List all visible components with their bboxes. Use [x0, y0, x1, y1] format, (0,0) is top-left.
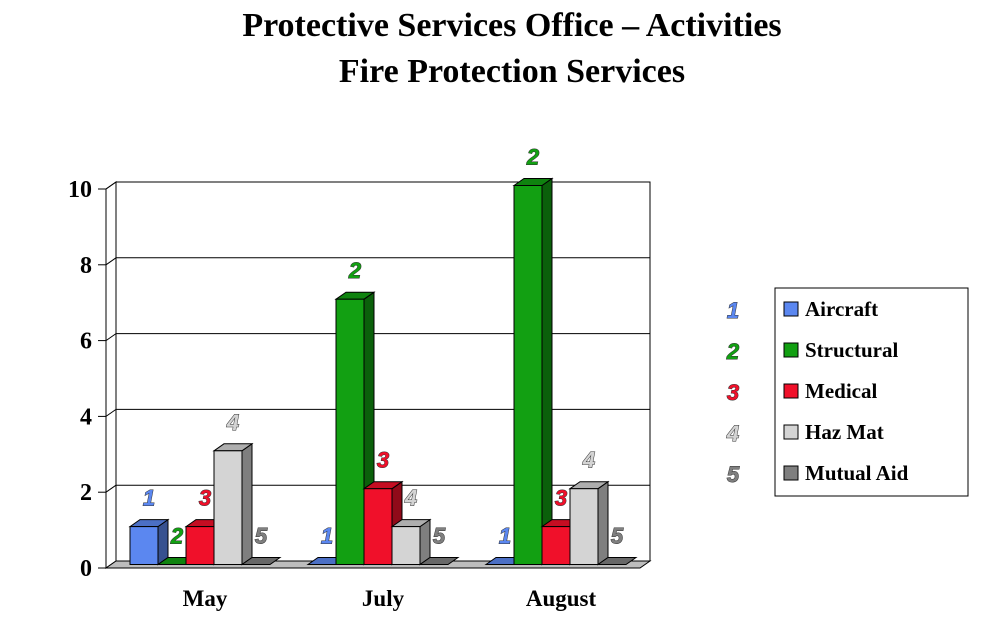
bar-side	[157, 518, 169, 566]
legend-swatch	[783, 342, 799, 358]
bar-aircraft-may	[128, 518, 170, 566]
bar-haz-mat-may	[212, 442, 254, 566]
plot-side-wall	[105, 181, 117, 569]
legend-swatch	[783, 301, 799, 317]
series-number-label: 4	[226, 410, 239, 435]
legend-number: 4	[726, 421, 739, 446]
series-number-label: 3	[199, 486, 211, 511]
bar-front	[391, 526, 421, 565]
series-number-label: 2	[348, 258, 362, 283]
gridline-depth	[105, 408, 117, 417]
legend-label: Aircraft	[805, 297, 878, 321]
bar-structural-august	[512, 177, 554, 566]
gridline-depth	[105, 257, 117, 266]
bar-front	[569, 488, 599, 566]
legend-swatch	[783, 383, 799, 399]
gridline-depth	[105, 484, 117, 493]
legend-number: 3	[727, 380, 739, 405]
bar-side	[541, 177, 553, 566]
legend: 1 Aircraft 2 Structural 3 Medical 4 Haz Mat 5 Mut…	[725, 287, 969, 497]
bar-front	[541, 526, 571, 565]
legend-swatch	[783, 465, 799, 481]
bar-side	[419, 518, 431, 566]
legend-number: 5	[727, 462, 740, 487]
legend-box	[774, 287, 969, 497]
legend-label: Haz Mat	[805, 420, 884, 444]
series-number-label: 1	[321, 524, 333, 549]
legend-swatch	[783, 424, 799, 440]
series-number-label: 4	[582, 448, 595, 473]
series-number-label: 2	[526, 145, 540, 170]
bar-front	[185, 526, 215, 565]
legend-label: Structural	[805, 338, 898, 362]
x-category-label: August	[526, 586, 597, 611]
bar-front	[129, 526, 159, 565]
y-tick-label: 2	[80, 480, 92, 506]
y-tick-label: 8	[80, 253, 92, 279]
bar-side	[597, 480, 609, 566]
bar-top	[240, 557, 282, 565]
bar-front	[213, 450, 243, 565]
bar-front	[363, 488, 393, 566]
x-category-label: July	[362, 586, 405, 611]
legend-label: Mutual Aid	[805, 461, 909, 485]
chart-subtitle: Fire Protection Services	[339, 53, 685, 90]
bar-mutual-aid-may	[240, 557, 282, 565]
series-number-label: 1	[499, 524, 511, 549]
bar-front	[513, 185, 543, 565]
bar-side	[241, 442, 253, 566]
series-number-label: 2	[170, 524, 184, 549]
x-category-label: May	[183, 586, 228, 611]
bar-mutual-aid-july	[418, 557, 460, 565]
legend-label: Medical	[805, 379, 877, 403]
legend-number: 1	[727, 298, 739, 323]
y-tick-label: 0	[80, 556, 92, 582]
series-number-label: 3	[555, 486, 567, 511]
y-tick-label: 10	[68, 177, 92, 203]
series-number-label: 1	[143, 486, 155, 511]
y-tick-label: 4	[80, 404, 92, 430]
bar-top	[596, 557, 638, 565]
series-number-label: 5	[433, 524, 446, 549]
bar-mutual-aid-august	[596, 557, 638, 565]
chart-title: Protective Services Office – Activities	[242, 7, 781, 44]
series-number-label: 4	[404, 486, 417, 511]
bar-haz-mat-august	[568, 480, 610, 566]
series-number-label: 3	[377, 448, 389, 473]
gridline-depth	[105, 333, 117, 342]
bar-front	[335, 298, 365, 565]
bar-haz-mat-july	[390, 518, 432, 566]
y-tick-label: 6	[80, 329, 92, 355]
gridline-depth	[105, 181, 117, 190]
series-number-label: 5	[255, 524, 268, 549]
series-number-label: 5	[611, 524, 624, 549]
bar-top	[418, 557, 460, 565]
legend-number: 2	[726, 339, 740, 364]
